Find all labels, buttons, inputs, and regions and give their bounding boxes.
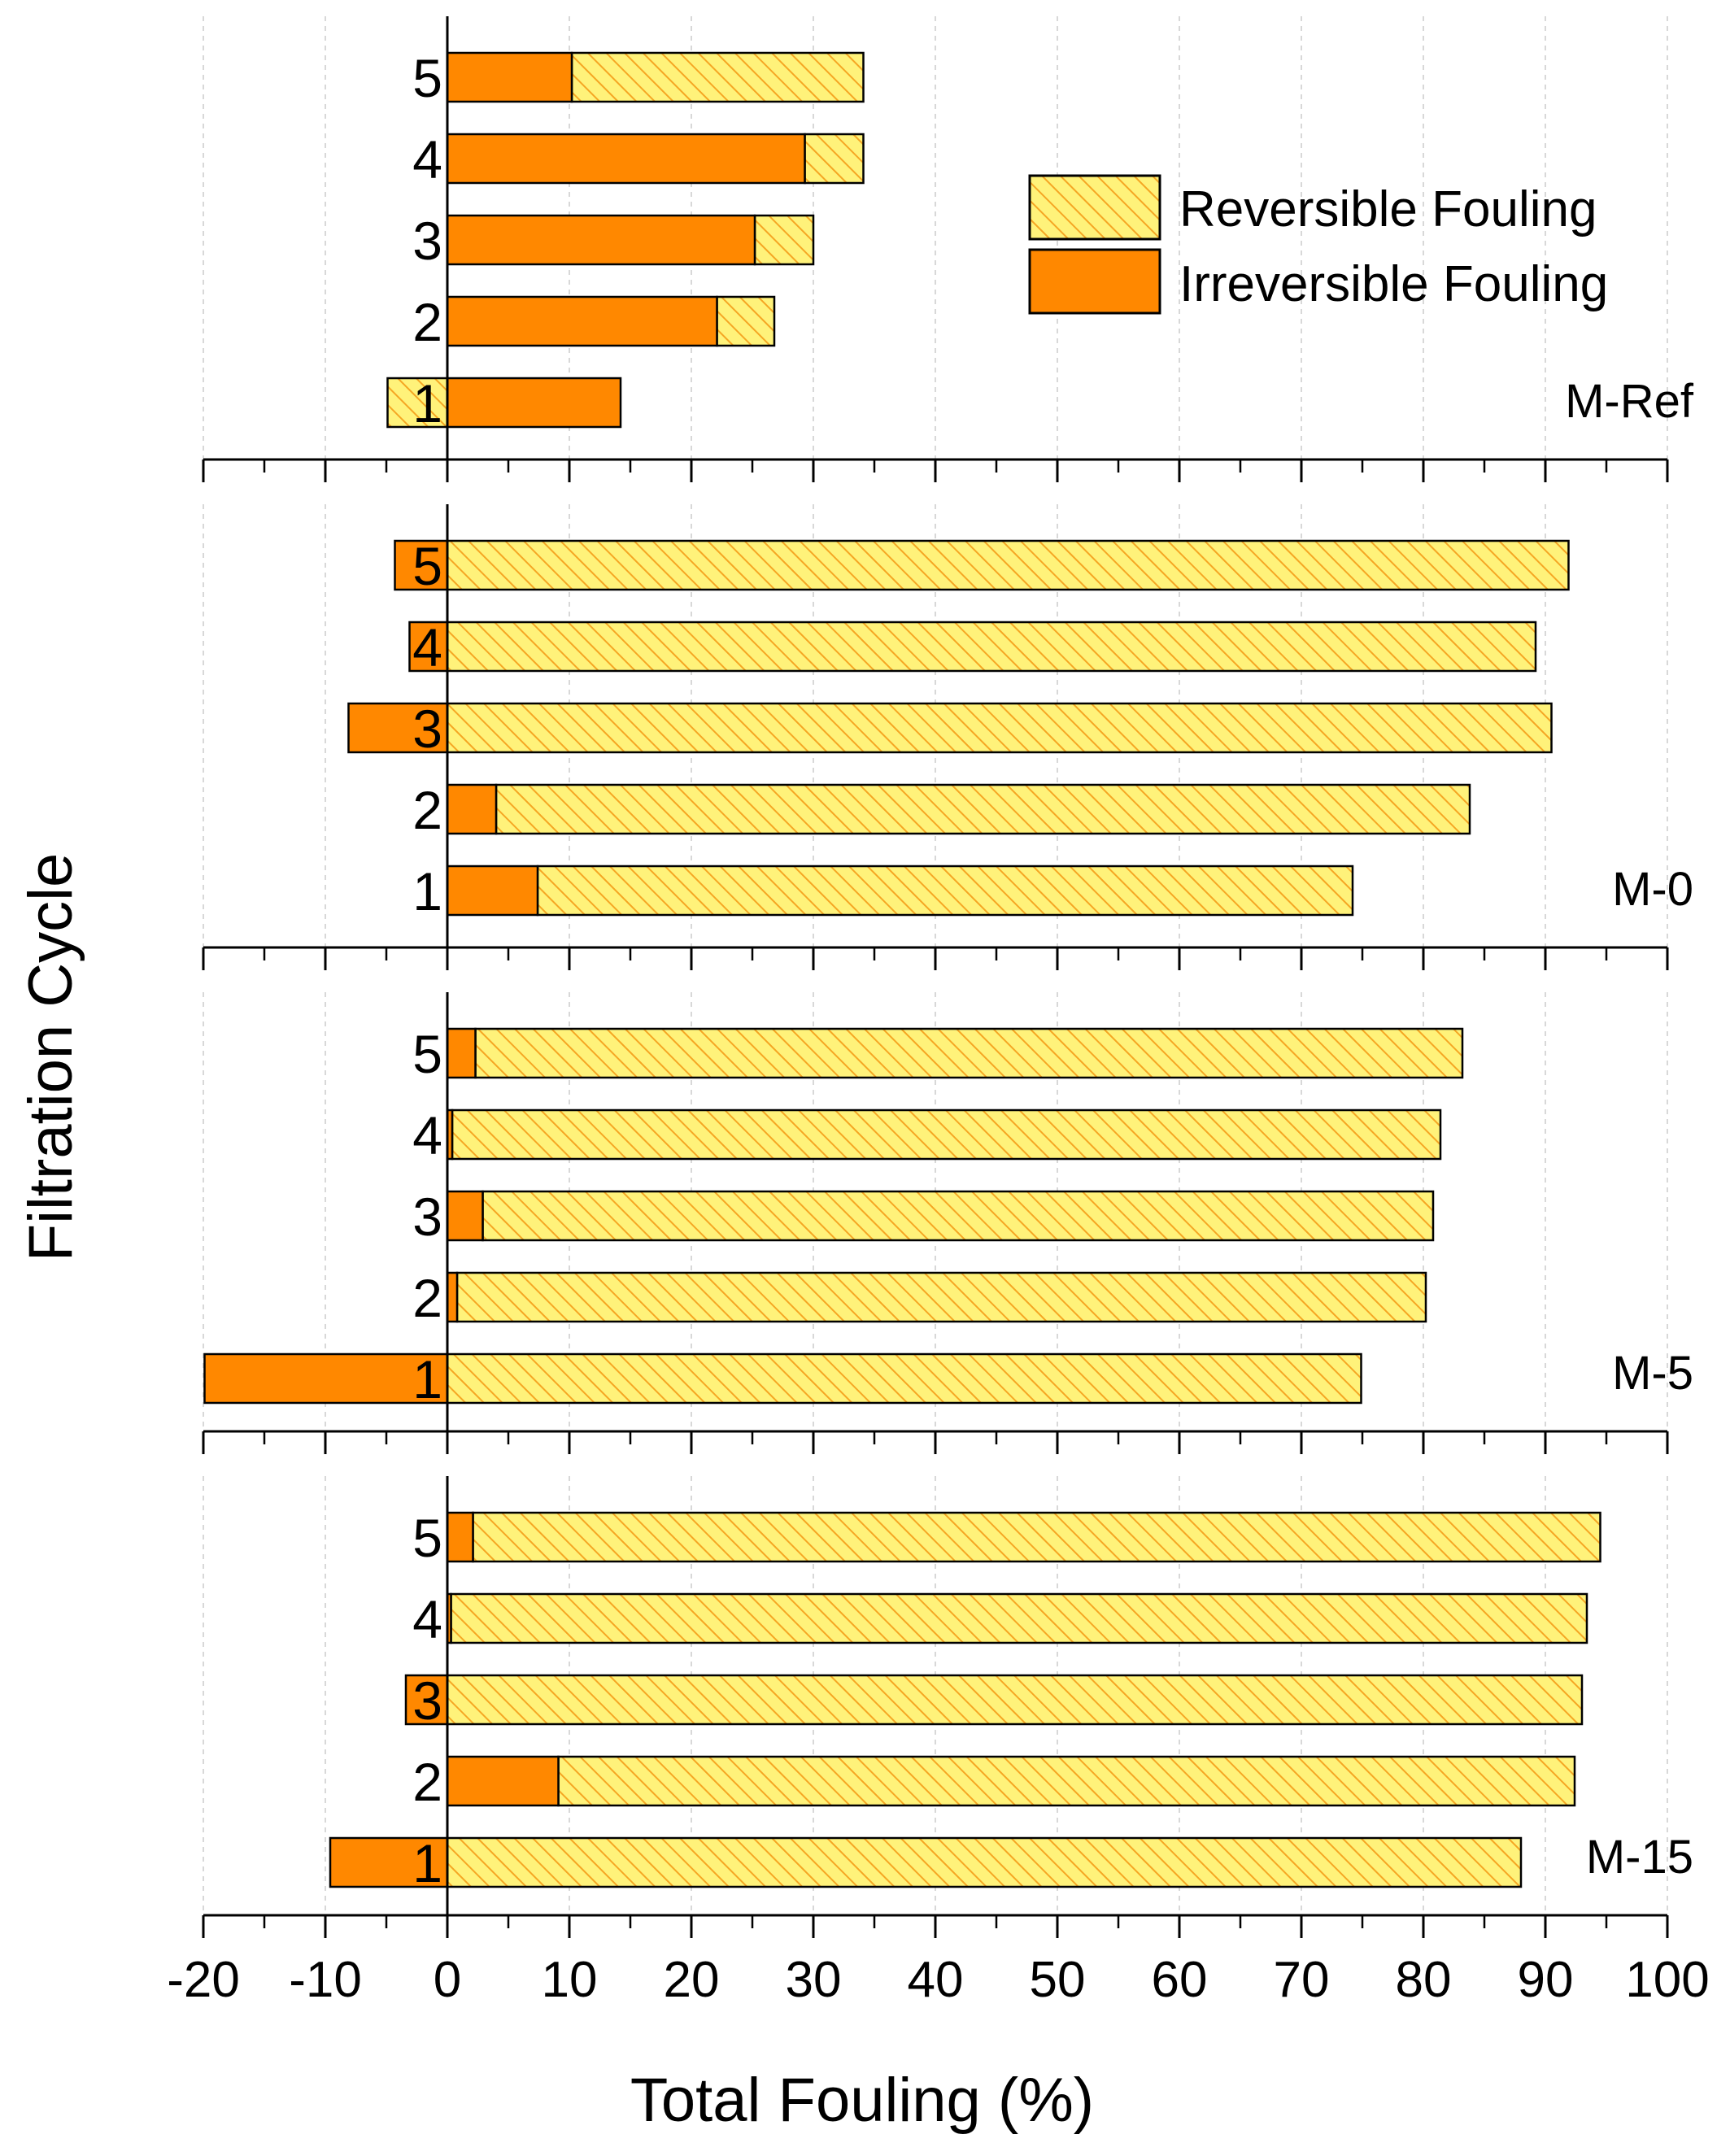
x-tick-label-6: 40 (908, 1952, 964, 2008)
legend-label-reversible: Reversible Fouling (1179, 181, 1597, 237)
panel-label-m-ref: M-Ref (1565, 375, 1694, 428)
legend-swatch-reversible (1028, 174, 1161, 241)
bar-reversible-M-5-cycle-3 (482, 1190, 1435, 1242)
x-tick-labels: -20 -10 0 10 20 30 40 50 60 70 80 90 100 (167, 1952, 1710, 2008)
cycle-label-M-0-2: 2 (412, 780, 442, 840)
panel-m-0: 5 4 3 2 1 M-0 (202, 504, 1693, 970)
x-tick-label-8: 60 (1152, 1952, 1208, 2008)
x-tick-label-2: 0 (434, 1952, 461, 2008)
bar-reversible-M-0-cycle-4 (446, 621, 1537, 673)
x-tick-label-0: -20 (167, 1952, 240, 2008)
bar-reversible-M-15-cycle-2 (557, 1755, 1576, 1807)
cycle-label-M-15-5: 5 (412, 1508, 442, 1568)
bar-irreversible-M-Ref-cycle-4 (446, 133, 806, 185)
bar-reversible-M-5-cycle-5 (474, 1027, 1464, 1079)
x-tick-label-11: 90 (1518, 1952, 1574, 2008)
x-tick-label-9: 70 (1274, 1952, 1330, 2008)
bar-reversible-M-0-cycle-1 (536, 865, 1354, 917)
bar-reversible-M-0-cycle-5 (446, 539, 1570, 591)
legend-swatch-irreversible (1028, 248, 1161, 315)
bar-reversible-M-5-cycle-4 (451, 1108, 1442, 1161)
bar-irreversible-M-Ref-cycle-3 (446, 214, 756, 266)
bar-reversible-M-Ref-cycle-3 (753, 214, 815, 266)
bar-reversible-M-5-cycle-2 (455, 1271, 1427, 1323)
bar-irreversible-M-Ref-cycle-1 (446, 377, 622, 429)
cycle-label-M-15-1: 1 (412, 1833, 442, 1893)
panel-label-m-5: M-5 (1612, 1347, 1693, 1400)
bar-irreversible-M-Ref-cycle-2 (446, 295, 718, 347)
bar-reversible-M-15-cycle-4 (450, 1592, 1588, 1644)
cycle-label-M-5-3: 3 (412, 1187, 442, 1247)
bar-irreversible-M-Ref-cycle-5 (446, 51, 573, 103)
cycle-label-M-15-3: 3 (412, 1670, 442, 1731)
bar-reversible-M-0-cycle-3 (446, 702, 1553, 754)
bar-irreversible-M-0-cycle-2 (446, 783, 498, 835)
x-tick-label-5: 30 (786, 1952, 842, 2008)
cycle-label-M-Ref-2: 2 (412, 292, 442, 352)
panel-label-m-0: M-0 (1612, 863, 1693, 916)
bar-irreversible-M-15-cycle-5 (446, 1511, 474, 1563)
panel-m-ref: 5 4 3 2 1 M-Ref (202, 16, 1694, 482)
x-tick-label-4: 20 (664, 1952, 720, 2008)
cycle-label-M-0-4: 4 (412, 617, 442, 677)
bar-irreversible-M-0-cycle-1 (446, 865, 539, 917)
panel-label-m-15: M-15 (1586, 1831, 1693, 1884)
bar-reversible-M-15-cycle-1 (446, 1836, 1523, 1888)
panel-m-15: 5 4 3 2 1 M-15 (202, 1476, 1693, 1938)
x-tick-label-7: 50 (1030, 1952, 1086, 2008)
cycle-label-M-15-4: 4 (412, 1589, 442, 1649)
bar-irreversible-M-5-cycle-1 (203, 1352, 449, 1405)
cycle-label-M-Ref-3: 3 (412, 211, 442, 271)
x-tick-label-3: 10 (542, 1952, 598, 2008)
bar-irreversible-M-0-cycle-5 (394, 539, 449, 591)
panel-m-5: 5 4 3 2 1 M-5 (202, 992, 1693, 1454)
bar-reversible-M-Ref-cycle-5 (570, 51, 865, 103)
bar-irreversible-M-0-cycle-4 (408, 621, 449, 673)
bar-reversible-M-15-cycle-5 (472, 1511, 1601, 1563)
cycle-label-M-5-5: 5 (412, 1024, 442, 1084)
cycle-label-M-Ref-5: 5 (412, 48, 442, 108)
bar-irreversible-M-15-cycle-2 (446, 1755, 560, 1807)
legend: Reversible Fouling Irreversible Fouling (1028, 174, 1608, 315)
bar-reversible-M-Ref-cycle-4 (804, 133, 865, 185)
cycle-label-M-0-1: 1 (412, 861, 442, 921)
bar-reversible-M-15-cycle-3 (446, 1674, 1584, 1726)
bar-reversible-M-0-cycle-2 (495, 783, 1471, 835)
cycle-label-M-15-2: 2 (412, 1752, 442, 1812)
cycle-label-M-0-3: 3 (412, 699, 442, 759)
bar-irreversible-M-5-cycle-3 (446, 1190, 484, 1242)
legend-label-irreversible: Irreversible Fouling (1179, 256, 1608, 312)
bar-irreversible-M-5-cycle-2 (446, 1271, 459, 1323)
bar-reversible-M-5-cycle-1 (446, 1352, 1362, 1405)
bar-irreversible-M-5-cycle-5 (446, 1027, 477, 1079)
y-axis-title: Filtration Cycle (16, 853, 85, 1262)
cycle-label-M-Ref-4: 4 (412, 129, 442, 189)
bar-reversible-M-Ref-cycle-2 (716, 295, 776, 347)
panels: 5 4 3 2 1 M-Ref 5 4 3 2 1 M-0 5 4 3 2 1 M-5 5 4 3 2 1 M-15 (202, 16, 1694, 1938)
x-tick-label-12: 100 (1625, 1952, 1709, 2008)
cycle-label-M-5-1: 1 (412, 1349, 442, 1409)
bar-irreversible-M-15-cycle-1 (329, 1836, 449, 1888)
x-tick-label-10: 80 (1396, 1952, 1452, 2008)
bar-reversible-M-Ref-cycle-1 (386, 377, 449, 429)
cycle-label-M-5-4: 4 (412, 1105, 442, 1165)
cycle-label-M-5-2: 2 (412, 1268, 442, 1328)
cycle-label-M-0-5: 5 (412, 536, 442, 596)
x-tick-label-1: -10 (289, 1952, 362, 2008)
x-axis-title: Total Fouling (%) (630, 2066, 1094, 2135)
cycle-label-M-Ref-1: 1 (412, 373, 442, 433)
